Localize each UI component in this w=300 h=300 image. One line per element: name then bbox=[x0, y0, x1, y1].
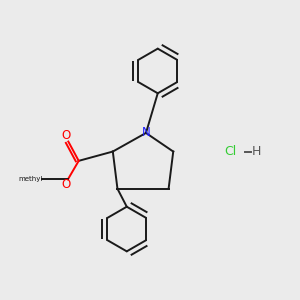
Text: methyl: methyl bbox=[19, 176, 43, 182]
Text: Cl: Cl bbox=[224, 145, 237, 158]
Text: O: O bbox=[62, 129, 71, 142]
Text: O: O bbox=[62, 178, 71, 191]
Text: N: N bbox=[142, 127, 150, 140]
Text: H: H bbox=[252, 145, 262, 158]
